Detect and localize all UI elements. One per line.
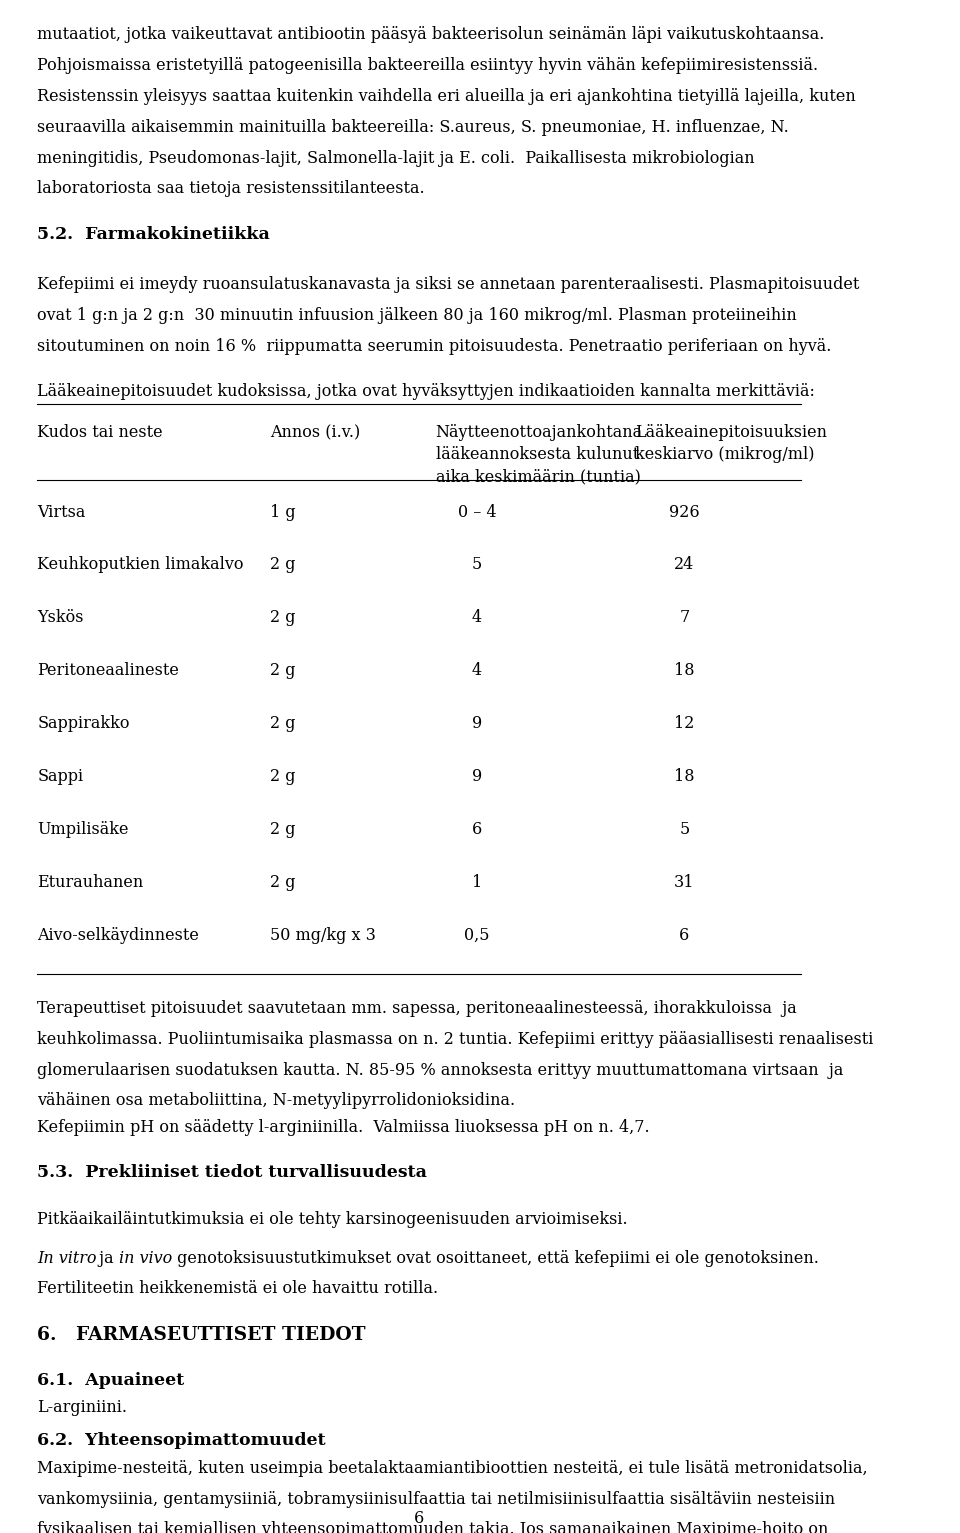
Text: Resistenssin yleisyys saattaa kuitenkin vaihdella eri alueilla ja eri ajankohtin: Resistenssin yleisyys saattaa kuitenkin …	[37, 87, 856, 104]
Text: Kudos tai neste: Kudos tai neste	[37, 425, 163, 442]
Text: Lääkeainepitoisuudet kudoksissa, jotka ovat hyväksyttyjen indikaatioiden kannalt: Lääkeainepitoisuudet kudoksissa, jotka o…	[37, 383, 815, 400]
Text: 2 g: 2 g	[270, 662, 295, 679]
Text: 4: 4	[472, 609, 482, 627]
Text: Virtsa: Virtsa	[37, 503, 85, 521]
Text: 0,5: 0,5	[465, 926, 490, 943]
Text: meningitidis, Pseudomonas-lajit, Salmonella-lajit ja E. coli.  Paikallisesta mik: meningitidis, Pseudomonas-lajit, Salmone…	[37, 150, 755, 167]
Text: Peritoneaalineste: Peritoneaalineste	[37, 662, 180, 679]
Text: mutaatiot, jotka vaikeuttavat antibiootin pääsyä bakteerisolun seinämän läpi vai: mutaatiot, jotka vaikeuttavat antibiooti…	[37, 26, 825, 43]
Text: genotoksisuustutkimukset ovat osoittaneet, että kefepiimi ei ole genotoksinen.: genotoksisuustutkimukset ovat osoittanee…	[172, 1249, 819, 1266]
Text: 6.   FARMASEUTTISET TIEDOT: 6. FARMASEUTTISET TIEDOT	[37, 1326, 366, 1344]
Text: sitoutuminen on noin 16 %  riippumatta seerumin pitoisuudesta. Penetraatio perif: sitoutuminen on noin 16 % riippumatta se…	[37, 337, 831, 354]
Text: Keuhkoputkien limakalvo: Keuhkoputkien limakalvo	[37, 556, 244, 573]
Text: 5: 5	[472, 556, 482, 573]
Text: in vivo: in vivo	[119, 1249, 172, 1266]
Text: Maxipime-nesteitä, kuten useimpia beetalaktaamiantibioottien nesteitä, ei tule l: Maxipime-nesteitä, kuten useimpia beetal…	[37, 1459, 868, 1476]
Text: keuhkolimassa. Puoliintumisaika plasmassa on n. 2 tuntia. Kefepiimi erittyy pääa: keuhkolimassa. Puoliintumisaika plasmass…	[37, 1030, 874, 1047]
Text: 18: 18	[674, 662, 695, 679]
Text: Yskös: Yskös	[37, 609, 84, 627]
Text: Kefepiimi ei imeydy ruoansulatuskanavasta ja siksi se annetaan parenteraalisesti: Kefepiimi ei imeydy ruoansulatuskanavast…	[37, 276, 860, 293]
Text: seuraavilla aikaisemmin mainituilla bakteereilla: S.aureus, S. pneumoniae, H. in: seuraavilla aikaisemmin mainituilla bakt…	[37, 118, 789, 136]
Text: 18: 18	[674, 768, 695, 785]
Text: 5.3.  Prekliiniset tiedot turvallisuudesta: 5.3. Prekliiniset tiedot turvallisuudest…	[37, 1165, 427, 1182]
Text: 31: 31	[674, 874, 695, 891]
Text: 5.2.  Farmakokinetiikka: 5.2. Farmakokinetiikka	[37, 225, 270, 242]
Text: 2 g: 2 g	[270, 714, 295, 733]
Text: 1: 1	[472, 874, 482, 891]
Text: lääkeannoksesta kulunut: lääkeannoksesta kulunut	[436, 446, 638, 463]
Text: 6.2.  Yhteensopimattomuudet: 6.2. Yhteensopimattomuudet	[37, 1432, 326, 1449]
Text: Pitkäaikailäintutkimuksia ei ole tehty karsinogeenisuuden arvioimiseksi.: Pitkäaikailäintutkimuksia ei ole tehty k…	[37, 1211, 628, 1228]
Text: 0 – 4: 0 – 4	[458, 503, 496, 521]
Text: In vitro: In vitro	[37, 1249, 97, 1266]
Text: 6: 6	[472, 820, 482, 837]
Text: 7: 7	[680, 609, 689, 627]
Text: Aivo-selkäydinneste: Aivo-selkäydinneste	[37, 926, 200, 943]
Text: 6: 6	[680, 926, 689, 943]
Text: ja: ja	[94, 1249, 118, 1266]
Text: L-arginiini.: L-arginiini.	[37, 1400, 128, 1416]
Text: 50 mg/kg x 3: 50 mg/kg x 3	[270, 926, 375, 943]
Text: 2 g: 2 g	[270, 768, 295, 785]
Text: 926: 926	[669, 503, 700, 521]
Text: 9: 9	[472, 768, 482, 785]
Text: 2 g: 2 g	[270, 609, 295, 627]
Text: Annos (i.v.): Annos (i.v.)	[270, 425, 360, 442]
Text: 2 g: 2 g	[270, 820, 295, 837]
Text: Terapeuttiset pitoisuudet saavutetaan mm. sapessa, peritoneaalinesteessä, ihorak: Terapeuttiset pitoisuudet saavutetaan mm…	[37, 1000, 797, 1016]
Text: Lääkeainepitoisuuksien: Lääkeainepitoisuuksien	[635, 425, 827, 442]
Text: Fertiliteetin heikkenemistä ei ole havaittu rotilla.: Fertiliteetin heikkenemistä ei ole havai…	[37, 1280, 439, 1297]
Text: 12: 12	[674, 714, 695, 733]
Text: 24: 24	[674, 556, 694, 573]
Text: 1 g: 1 g	[270, 503, 296, 521]
Text: aika keskimäärin (tuntia): aika keskimäärin (tuntia)	[436, 468, 640, 486]
Text: ovat 1 g:n ja 2 g:n  30 minuutin infuusion jälkeen 80 ja 160 mikrog/ml. Plasman : ovat 1 g:n ja 2 g:n 30 minuutin infuusio…	[37, 307, 797, 323]
Text: keskiarvo (mikrog/ml): keskiarvo (mikrog/ml)	[635, 446, 814, 463]
Text: 2 g: 2 g	[270, 556, 295, 573]
Text: 5: 5	[680, 820, 689, 837]
Text: 6.1.  Apuaineet: 6.1. Apuaineet	[37, 1372, 184, 1389]
Text: 9: 9	[472, 714, 482, 733]
Text: vankomysiinia, gentamysiiniä, tobramysiinisulfaattia tai netilmisiinisulfaattia : vankomysiinia, gentamysiiniä, tobramysii…	[37, 1490, 835, 1507]
Text: Näytteenottoajankohtana: Näytteenottoajankohtana	[436, 425, 642, 442]
Text: fysikaalisen tai kemiallisen yhteensopimattomuuden takia. Jos samanaikainen Maxi: fysikaalisen tai kemiallisen yhteensopim…	[37, 1521, 828, 1533]
Text: Kefepiimin pH on säädetty l-arginiinilla.  Valmiissa liuoksessa pH on n. 4,7.: Kefepiimin pH on säädetty l-arginiinilla…	[37, 1119, 650, 1136]
Text: Sappirakko: Sappirakko	[37, 714, 130, 733]
Text: Sappi: Sappi	[37, 768, 84, 785]
Text: 2 g: 2 g	[270, 874, 295, 891]
Text: vähäinen osa metaboliittina, N-metyylipyrrolidonioksidina.: vähäinen osa metaboliittina, N-metyylipy…	[37, 1093, 516, 1110]
Text: laboratoriosta saa tietoja resistenssitilanteesta.: laboratoriosta saa tietoja resistenssiti…	[37, 181, 425, 198]
Text: Umpilisäke: Umpilisäke	[37, 820, 129, 837]
Text: 6: 6	[414, 1510, 424, 1527]
Text: Pohjoismaissa eristetyillä patogeenisilla bakteereilla esiintyy hyvin vähän kefe: Pohjoismaissa eristetyillä patogeenisill…	[37, 57, 819, 74]
Text: Eturauhanen: Eturauhanen	[37, 874, 144, 891]
Text: 4: 4	[472, 662, 482, 679]
Text: glomerulaarisen suodatuksen kautta. N. 85-95 % annoksesta erittyy muuttumattoman: glomerulaarisen suodatuksen kautta. N. 8…	[37, 1062, 844, 1079]
